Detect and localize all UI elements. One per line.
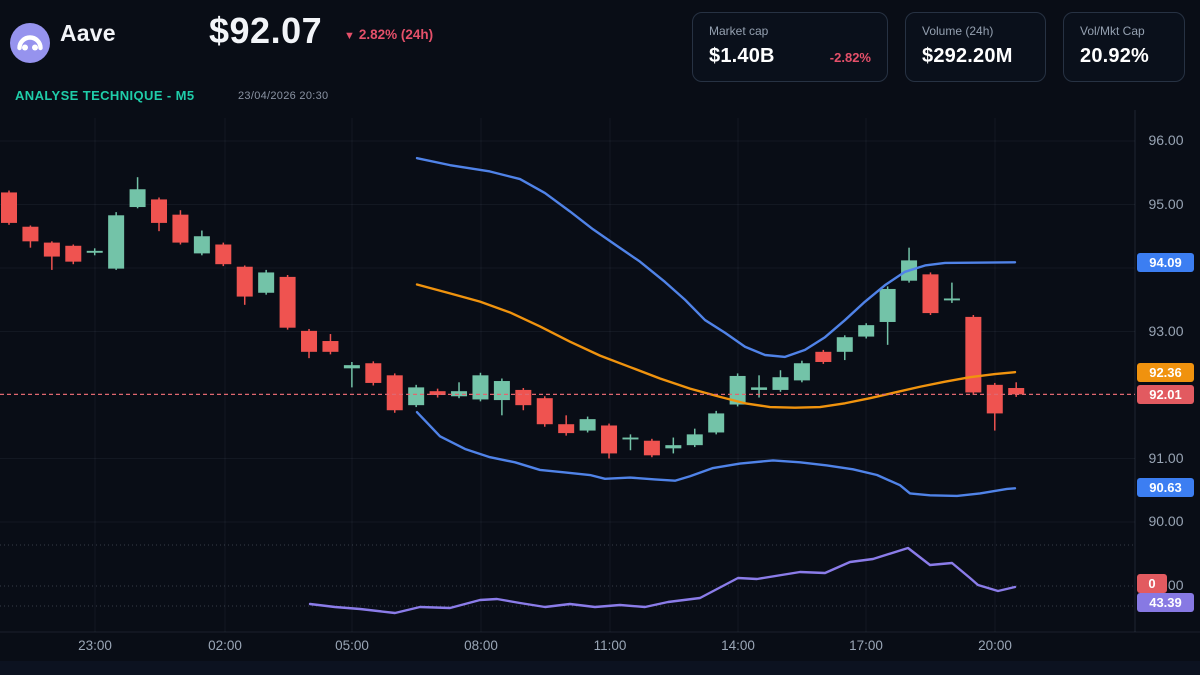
price-change-24h: ▼ 2.82% (24h)	[344, 27, 433, 42]
volume-value: $292.20M	[922, 45, 1013, 67]
time-tick-label: 02:00	[208, 638, 242, 653]
time-tick-label: 14:00	[721, 638, 755, 653]
price-badge: 43.39	[1137, 592, 1194, 612]
price-badge: 92.36	[1137, 362, 1194, 382]
footer-strip	[0, 661, 1200, 675]
price-tick-label: 96.00	[1148, 132, 1184, 148]
price-tick-label: 93.00	[1148, 322, 1184, 339]
time-tick-label: 05:00	[335, 638, 369, 653]
chart-timestamp: 23/04/2026 20:30	[238, 90, 329, 102]
price-badge: 90.63	[1137, 477, 1194, 497]
price-tick-label: 90.00	[1148, 513, 1184, 529]
volume-card: Volume (24h) $292.20M	[905, 12, 1046, 82]
time-tick-label: 17:00	[849, 638, 883, 653]
price-tick-label: 95.00	[1148, 195, 1184, 212]
down-triangle-icon: ▼	[344, 30, 355, 42]
time-tick-label: 20:00	[978, 638, 1012, 653]
price-tick-label: 91.00	[1148, 449, 1184, 466]
stats-bar: Market cap $1.40B -2.82% Volume (24h) $2…	[692, 12, 1185, 82]
price-change-text: 2.82% (24h)	[358, 27, 434, 42]
time-tick-label: 08:00	[464, 638, 498, 653]
time-tick-label: 23:00	[78, 638, 112, 653]
price-badge: 0	[1137, 573, 1167, 593]
price-badge: 92.01	[1137, 384, 1194, 404]
market-cap-label: Market cap	[709, 24, 769, 38]
time-tick-label: 11:00	[593, 638, 627, 653]
market-cap-card: Market cap $1.40B -2.82%	[692, 12, 888, 82]
price-badge: 94.09	[1137, 252, 1194, 272]
current-price: $92.07	[209, 10, 323, 51]
market-cap-change: -2.82%	[829, 50, 871, 65]
analysis-subtitle: ANALYSE TECHNIQUE - M5	[15, 88, 195, 103]
market-cap-value: $1.40B	[709, 45, 775, 67]
aave-logo-icon	[10, 23, 50, 63]
vol-mkt-cap-value: 20.92%	[1080, 45, 1150, 67]
volume-label: Volume (24h)	[922, 24, 994, 38]
coin-name: Aave	[60, 20, 116, 46]
vol-mkt-cap-card: Vol/Mkt Cap 20.92%	[1063, 12, 1185, 82]
vol-mkt-cap-label: Vol/Mkt Cap	[1080, 24, 1145, 38]
